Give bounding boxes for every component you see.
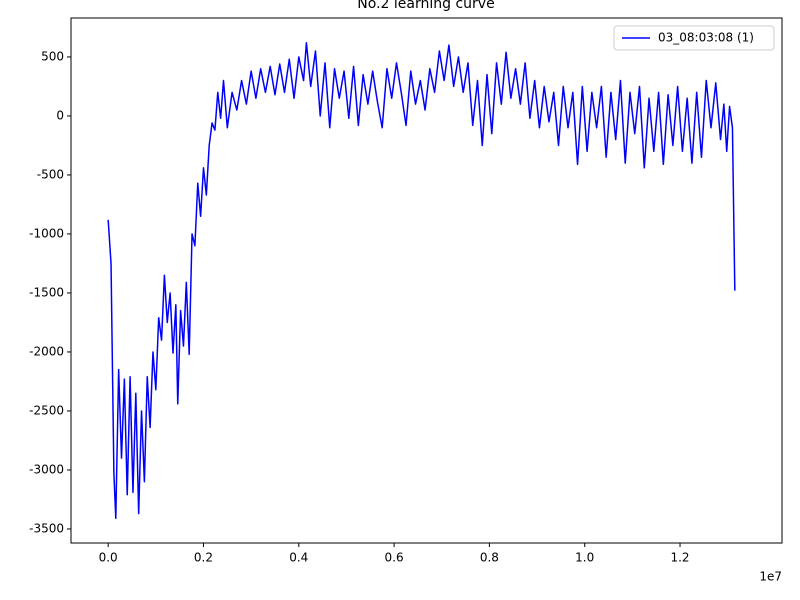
y-tick-label: 0 bbox=[56, 108, 64, 122]
y-tick-label: -3000 bbox=[29, 462, 64, 476]
chart-title: No.2 learning curve bbox=[357, 0, 494, 12]
x-tick-label: 0.0 bbox=[99, 551, 118, 565]
x-tick-label: 0.4 bbox=[289, 551, 308, 565]
x-tick-label: 0.6 bbox=[385, 551, 404, 565]
y-tick-label: 500 bbox=[41, 49, 64, 63]
y-tick-label: -3500 bbox=[29, 521, 64, 535]
x-tick-label: 1.2 bbox=[670, 551, 689, 565]
x-offset-label: 1e7 bbox=[759, 570, 782, 584]
legend-box bbox=[613, 25, 775, 51]
y-tick-label: -2000 bbox=[29, 344, 64, 358]
x-tick-label: 0.2 bbox=[194, 551, 213, 565]
x-tick-label: 1.0 bbox=[575, 551, 594, 565]
y-tick-label: -2500 bbox=[29, 403, 64, 417]
x-tick-label: 0.8 bbox=[480, 551, 499, 565]
legend-label: 03_08:03:08 (1) bbox=[658, 31, 754, 45]
y-tick-label: -1500 bbox=[29, 285, 64, 299]
y-tick-label: -500 bbox=[37, 167, 64, 181]
line-series bbox=[107, 42, 736, 520]
plot-frame bbox=[70, 17, 783, 544]
y-tick-label: -1000 bbox=[29, 226, 64, 240]
